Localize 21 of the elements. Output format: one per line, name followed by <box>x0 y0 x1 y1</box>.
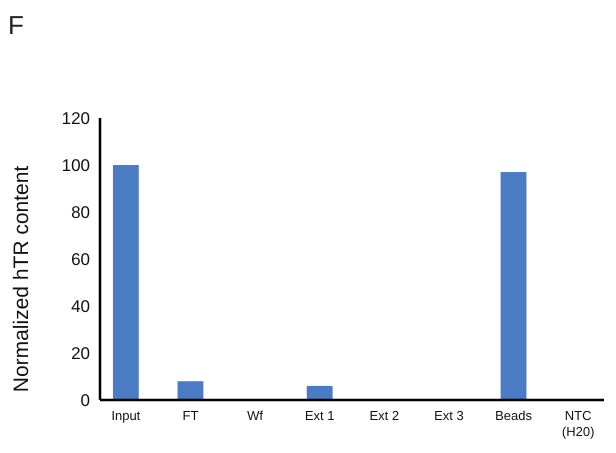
chart-title: F <box>8 10 24 40</box>
y-tick-label: 20 <box>71 344 90 363</box>
x-tick-label: Beads <box>495 408 532 423</box>
y-tick-label: 120 <box>62 108 90 128</box>
bar <box>112 165 139 400</box>
x-tick-label: Ext 1 <box>304 408 335 423</box>
y-tick-label: 80 <box>71 202 90 222</box>
x-tick-label: Ext 2 <box>369 408 400 423</box>
bar <box>500 172 526 400</box>
x-tick-label: Wf <box>247 408 264 423</box>
x-tick-label: NTC (H20) <box>562 408 594 439</box>
x-tick-label: Ext 3 <box>434 408 464 423</box>
y-tick-label: 100 <box>62 156 90 175</box>
bar <box>306 386 333 400</box>
y-tick-label: 0 <box>80 390 90 410</box>
y-axis-title: Normalized hTR content <box>10 166 33 392</box>
y-tick-label: 60 <box>71 250 90 269</box>
x-tick-label: Input <box>111 408 141 423</box>
x-tick-label: FT <box>182 408 198 423</box>
y-tick-label: 40 <box>71 296 90 316</box>
bar <box>178 381 204 400</box>
